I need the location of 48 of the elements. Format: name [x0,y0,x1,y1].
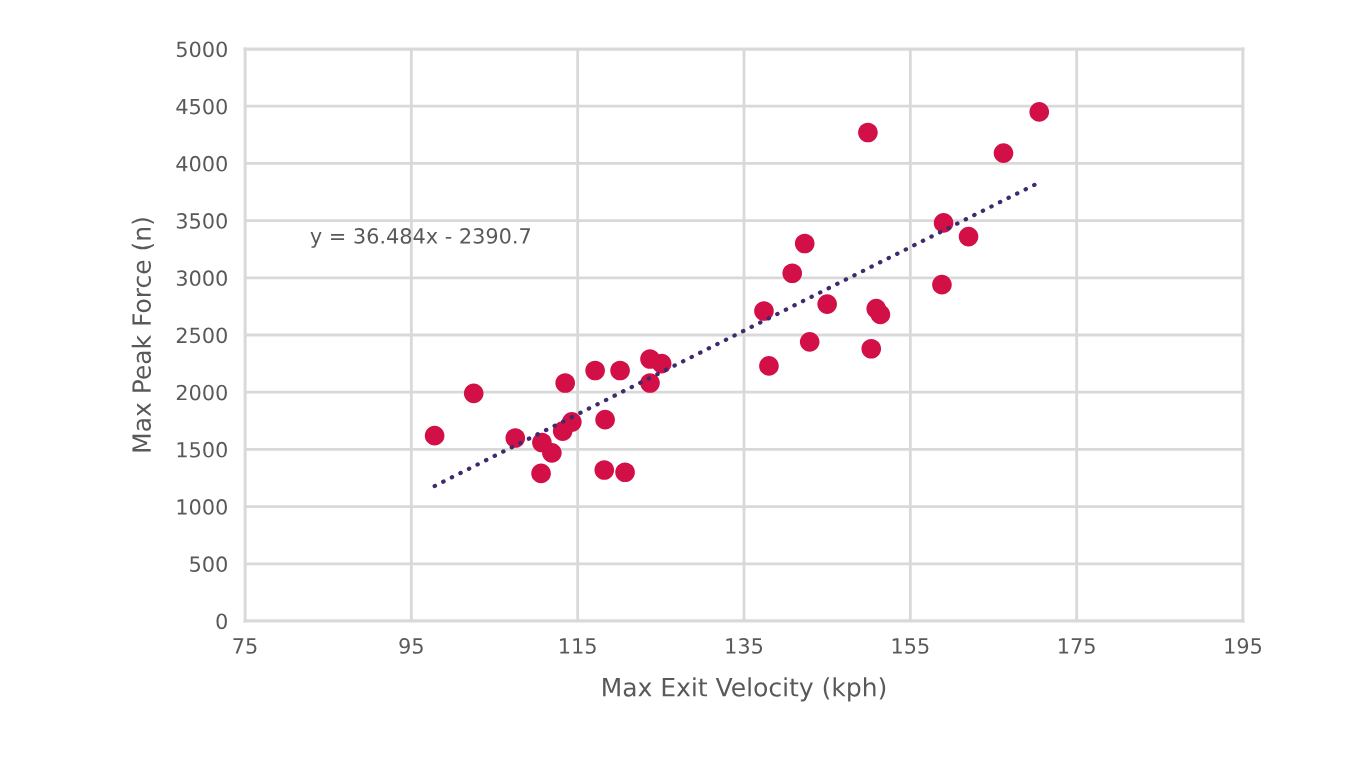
point [958,226,979,247]
point [531,463,551,484]
y-tick-label: 4500 [176,98,227,115]
point [858,122,878,143]
x-tick-label: 175 [1059,638,1095,654]
point [932,274,952,295]
point [505,428,526,448]
point [754,301,774,321]
point [933,213,954,233]
point [799,332,820,352]
point [594,460,615,480]
x-tick-label: 95 [399,638,423,654]
annotation: y = 36.484x - 2390.7 [310,228,530,248]
y-tick-label: 4000 [176,155,227,172]
y-axis-title: Max Peak Force (n) [131,218,154,452]
x-axis-title: Max Exit Velocity (kph) [603,677,886,702]
x-tick-label: 195 [1225,638,1262,654]
y-tick-label: 2000 [176,384,227,401]
point [861,338,882,359]
point [595,409,615,430]
point [542,443,562,463]
point [1029,102,1050,122]
point [794,233,815,254]
point [610,360,630,381]
point [993,143,1014,163]
y-tick-label: 500 [190,556,227,573]
x-tick-label: 135 [726,638,763,654]
point [817,294,837,314]
x-tick-label: 75 [233,638,257,654]
point [615,462,635,483]
y-tick-label: 1500 [177,441,227,458]
point [640,373,660,393]
y-tick-label: 0 [216,613,227,630]
point [782,263,803,284]
y-tick-label: 3000 [176,270,227,287]
point [870,304,891,325]
point [555,373,576,393]
y-tick-label: 5000 [176,41,227,58]
point [759,356,779,376]
y-tick-label: 1000 [177,499,227,515]
x-tick-label: 155 [892,638,929,654]
y-tick-label: 3500 [176,213,227,229]
y-tick-label: 2500 [176,327,227,344]
x-tick-label: 115 [560,638,596,654]
point [424,425,445,446]
point [463,383,484,404]
point [585,360,605,381]
point [651,353,672,374]
